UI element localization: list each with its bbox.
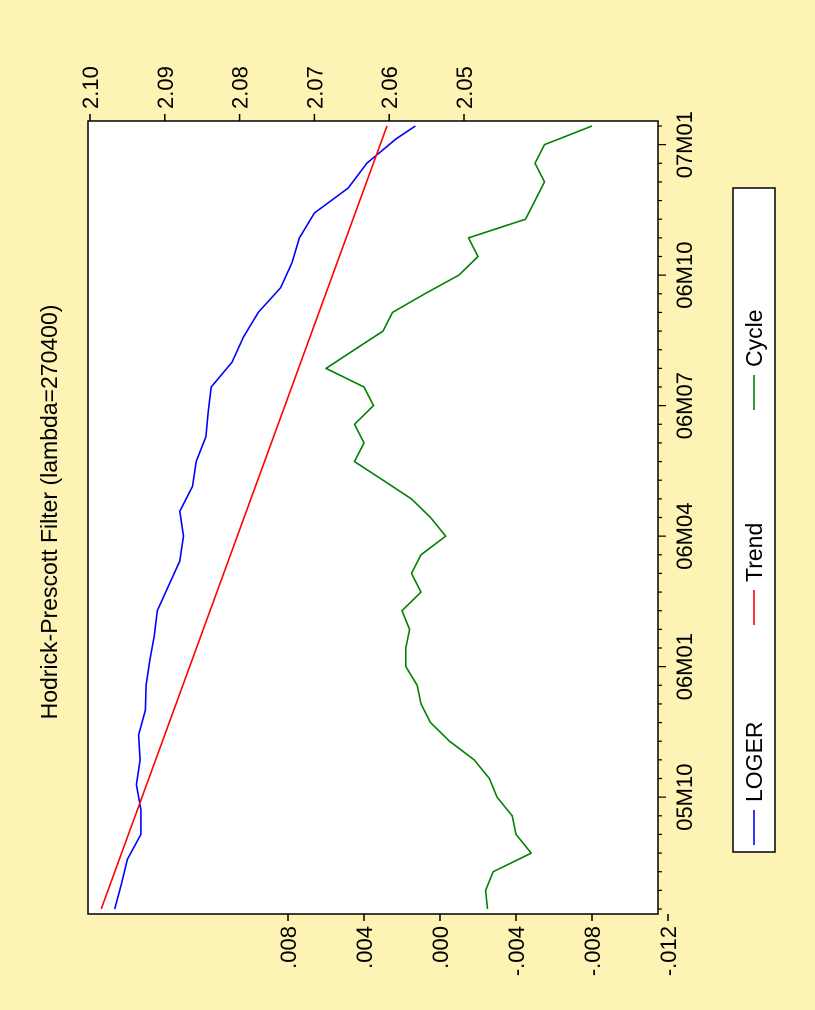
time-axis-tick-label: 05M10 — [672, 764, 697, 831]
right-axis-tick-label: -.004 — [504, 926, 529, 976]
axis-ticks — [89, 114, 669, 921]
left-axis-tick-label: 2.08 — [228, 66, 253, 109]
left-axis-tick-label: 2.09 — [153, 66, 178, 109]
series-line-cycle — [325, 125, 593, 910]
plot-area — [87, 120, 659, 915]
left-axis-tick-label: 2.06 — [377, 66, 402, 109]
right-axis-tick-label: .000 — [428, 926, 453, 969]
series-lines — [100, 125, 593, 910]
left-axis-tick-label: 2.05 — [452, 66, 477, 109]
chart-title: Hodrick-Prescott Filter (lambda=270400) — [36, 305, 62, 720]
legend: LOGER Trend Cycle — [732, 187, 776, 853]
time-axis-tick-label: 06M07 — [672, 372, 697, 439]
legend-box — [732, 187, 776, 853]
time-axis-tick-label: 06M01 — [672, 633, 697, 700]
right-axis-tick-label: -.012 — [656, 926, 681, 976]
time-axis-tick-label: 07M01 — [672, 111, 697, 178]
right-axis-tick-label: .004 — [352, 926, 377, 969]
series-line-loger — [113, 125, 416, 910]
tick-labels: 2.05 2.06 2.07 2.08 2.09 2.10 .008 .004 .000 -.00… — [78, 66, 697, 976]
time-axis-tick-label: 06M04 — [672, 503, 697, 570]
legend-label-cycle: Cycle — [741, 309, 767, 367]
right-axis-tick-label: -.008 — [580, 926, 605, 976]
time-axis-tick-label: 06M10 — [672, 242, 697, 309]
left-axis-tick-label: 2.07 — [302, 66, 327, 109]
series-line-trend — [100, 125, 388, 910]
left-axis-tick-label: 2.10 — [78, 66, 103, 109]
right-axis-tick-label: .008 — [276, 926, 301, 969]
legend-label-loger: LOGER — [741, 721, 767, 802]
legend-label-trend: Trend — [741, 523, 767, 582]
